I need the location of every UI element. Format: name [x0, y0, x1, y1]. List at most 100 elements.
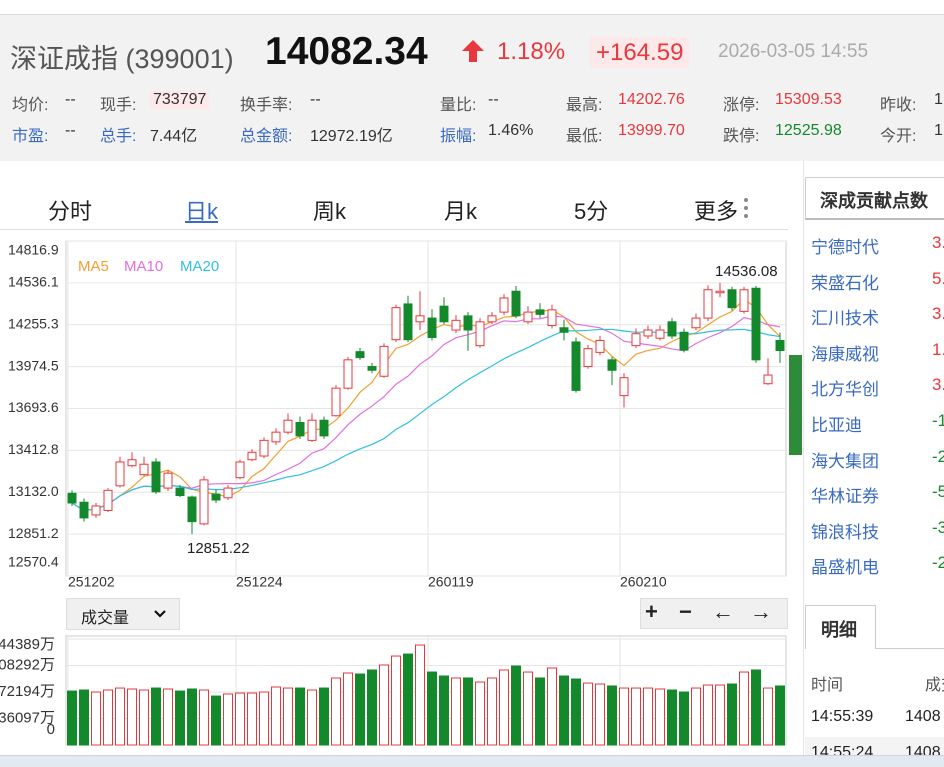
volume-bar: [139, 689, 149, 746]
volume-bar: [79, 689, 89, 746]
volume-bar: [391, 655, 401, 746]
stock-contrib: -3: [932, 517, 944, 537]
volume-bar: [583, 682, 593, 746]
candle-body: [343, 359, 353, 389]
candle-body: [763, 374, 773, 385]
candle-body: [67, 492, 77, 504]
volume-bar: [427, 671, 437, 746]
stock-name: 北方华创: [811, 380, 879, 400]
candle-body: [355, 351, 365, 359]
stat-label: 总手:: [100, 128, 137, 145]
chart-button[interactable]: →: [750, 599, 772, 624]
stat-value: 1.46%: [488, 122, 534, 139]
candle-body: [607, 359, 617, 371]
x-tick-label: 251202: [68, 574, 115, 590]
sidebar-divider: [803, 160, 804, 767]
volume-bar: [415, 644, 425, 746]
price: 14082.34: [265, 30, 428, 73]
y-tick-label: 13974.5: [8, 357, 59, 373]
stock-name: 汇川技术: [811, 309, 879, 329]
detail-tab-label: 明细: [821, 620, 857, 640]
candle-body: [235, 461, 245, 479]
detail-price: 1408: [905, 708, 941, 725]
stat-value: --: [65, 122, 76, 139]
candle-body: [751, 287, 761, 361]
stock-name: 海康威视: [811, 344, 879, 364]
volume-bar: [295, 687, 305, 746]
candle-body: [367, 366, 377, 371]
chart-button[interactable]: +: [645, 599, 658, 624]
volume-dropdown[interactable]: 成交量: [66, 598, 180, 630]
y-tick-label: 13693.6: [8, 399, 59, 415]
low-label: 12851.22: [187, 540, 250, 557]
chart-button[interactable]: −: [679, 599, 692, 624]
candle-body: [127, 459, 137, 467]
volume-bar: [199, 689, 209, 746]
tab: 更多: [694, 199, 739, 224]
volume-bar: [535, 677, 545, 746]
stat-label: 最低:: [566, 128, 603, 145]
candle-body: [163, 472, 173, 489]
stat-value: --: [65, 91, 76, 108]
stock-contrib: -2: [932, 553, 944, 573]
x-tick-label: 251224: [236, 574, 283, 590]
contrib-header: 深成贡献点数: [805, 177, 944, 220]
stock-contrib: 3.: [932, 304, 944, 324]
candle-body: [415, 315, 425, 323]
candle-body: [487, 315, 497, 323]
scrollbar[interactable]: [789, 355, 802, 455]
candle-body: [115, 461, 125, 487]
stat-label: 换手率:: [240, 97, 293, 114]
y-tick-label: 12570.4: [8, 554, 59, 570]
volume-bar: [643, 687, 653, 746]
stock-name: 晶盛机电: [811, 558, 879, 578]
volume-bar: [715, 684, 725, 746]
detail-tab[interactable]: 明细: [805, 605, 876, 649]
candle-body: [655, 329, 665, 339]
chevron: [154, 610, 166, 618]
volume-bar: [379, 664, 389, 746]
volume-bar: [667, 689, 677, 746]
volume-bar: [571, 678, 581, 746]
volume-bar: [679, 691, 689, 746]
volume-bar: [703, 684, 713, 746]
col-header: 成交: [925, 677, 944, 694]
tab: 分时: [48, 199, 93, 224]
y-tick-label: 12851.2: [8, 525, 59, 541]
chart-button[interactable]: ←: [712, 599, 734, 624]
volume-bar: [175, 690, 185, 746]
volume-bar: [463, 677, 473, 746]
stock-name: 锦浪科技: [811, 522, 879, 542]
y-tick-label: 0: [47, 721, 55, 738]
index-name: 深证成指 (399001): [10, 37, 234, 76]
volume-bar: [343, 672, 353, 746]
volume-bar: [319, 687, 329, 746]
candle-body: [259, 439, 269, 457]
candle-body: [223, 487, 233, 499]
volume-bar: [367, 669, 377, 746]
stat-label: 量比:: [440, 97, 477, 114]
candle-body: [403, 303, 413, 341]
candle-body: [523, 311, 533, 323]
stock-contrib: 1.: [932, 339, 944, 359]
candle-body: [139, 463, 149, 476]
candle-body: [499, 297, 509, 313]
stat-label: 市盈:: [12, 128, 49, 145]
candle-body: [187, 496, 197, 523]
legend-label: MA10: [124, 258, 163, 275]
volume-bar: [619, 687, 629, 746]
volume-bar: [727, 683, 737, 746]
detail-time: 14:55:39: [811, 708, 874, 725]
candle-body: [739, 289, 749, 312]
volume-bar: [499, 669, 509, 746]
volume-bar: [91, 691, 101, 746]
stock-contrib: -2: [932, 446, 944, 466]
stat-value: --: [488, 91, 499, 108]
bottom-bar: [0, 755, 944, 767]
y-tick-label: 108292万: [0, 656, 55, 673]
stat-value: 12972.19亿: [310, 128, 393, 145]
stock-contrib: 3.: [932, 375, 944, 395]
stat-label: 均价:: [12, 97, 49, 114]
candle-body: [379, 345, 389, 377]
candle-body: [679, 331, 689, 351]
